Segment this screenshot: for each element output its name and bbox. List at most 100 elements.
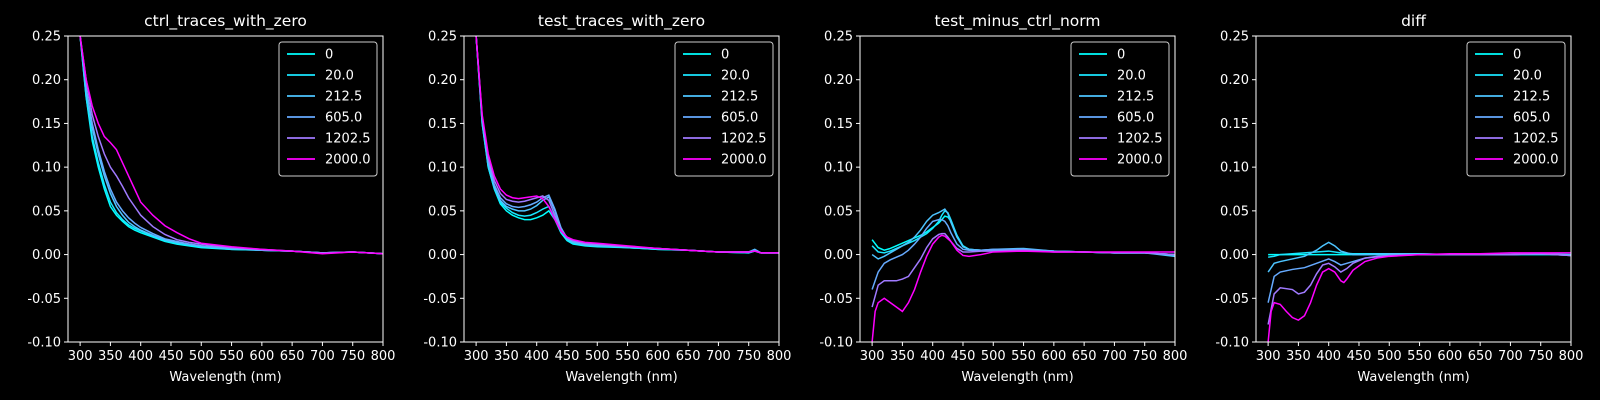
series-line-605.0 (871, 218, 1175, 290)
x-axis-label: Wavelength (nm) (1357, 370, 1469, 385)
x-tick-label: 750 (736, 349, 761, 364)
x-tick-label: 550 (1011, 349, 1036, 364)
legend-label-605.0: 605.0 (1513, 111, 1550, 126)
y-tick-label: -0.05 (423, 292, 457, 307)
y-tick-label: 0.05 (824, 204, 853, 219)
x-tick-label: 650 (676, 349, 701, 364)
y-tick-label: 0.00 (428, 248, 457, 263)
x-tick-label: 750 (1132, 349, 1157, 364)
legend-label-20.0: 20.0 (325, 69, 354, 84)
x-axis-label: Wavelength (nm) (961, 370, 1073, 385)
legend-label-1202.5: 1202.5 (325, 132, 371, 147)
legend-label-0: 0 (325, 48, 333, 63)
x-tick-label: 600 (1437, 349, 1462, 364)
legend-label-605.0: 605.0 (325, 111, 362, 126)
x-tick-label: 400 (920, 349, 945, 364)
legend: 0 20.0 212.5 605.0 1202.5 2000.0 (674, 41, 774, 177)
y-tick-label: 0.00 (1220, 248, 1249, 263)
x-tick-label: 800 (371, 349, 396, 364)
chart-panel-1: 300 350 400 450 500 550 600 650 700 750 800 -0.10 -0… (27, 12, 395, 385)
series-line-2000.0 (475, 36, 779, 254)
y-tick-label: 0.25 (1220, 30, 1249, 45)
axes-frame (67, 35, 384, 343)
y-tick-label: 0.00 (32, 248, 61, 263)
chart-title: test_traces_with_zero (538, 12, 705, 31)
x-tick-label: 600 (1041, 349, 1066, 364)
x-tick-label: 500 (189, 349, 214, 364)
x-tick-label: 450 (555, 349, 580, 364)
series-line-2000.0 (79, 36, 383, 255)
x-tick-label: 400 (1316, 349, 1341, 364)
legend-label-20.0: 20.0 (1513, 69, 1542, 84)
x-tick-label: 450 (159, 349, 184, 364)
legend: 0 20.0 212.5 605.0 1202.5 2000.0 (278, 41, 378, 177)
y-tick-label: 0.20 (32, 73, 61, 88)
y-tick-label: 0.15 (32, 117, 61, 132)
y-tick-label: -0.05 (27, 292, 61, 307)
y-tick-label: 0.20 (824, 73, 853, 88)
series-line-2000.0 (1267, 252, 1571, 342)
x-tick-label: 450 (1347, 349, 1372, 364)
chart-title: diff (1401, 12, 1426, 30)
legend-label-605.0: 605.0 (1117, 111, 1154, 126)
x-tick-label: 500 (1377, 349, 1402, 364)
y-tick-label: -0.10 (1215, 336, 1249, 351)
chart-panel-2: 300 350 400 450 500 550 600 650 700 750 800 -0.10 -0… (423, 12, 791, 385)
x-tick-label: 600 (645, 349, 670, 364)
legend-label-0: 0 (1117, 48, 1125, 63)
x-tick-label: 350 (98, 349, 123, 364)
y-tick-label: 0.15 (1220, 117, 1249, 132)
legend-label-0: 0 (1513, 48, 1521, 63)
x-axis-label: Wavelength (nm) (565, 370, 677, 385)
legend-label-2000.0: 2000.0 (1117, 153, 1163, 168)
y-tick-label: 0.25 (428, 30, 457, 45)
x-tick-label: 550 (615, 349, 640, 364)
legend-label-2000.0: 2000.0 (1513, 153, 1559, 168)
legend-label-1202.5: 1202.5 (1117, 132, 1163, 147)
y-tick-label: -0.05 (1215, 292, 1249, 307)
series-line-2000.0 (871, 234, 1175, 342)
y-tick-label: 0.10 (428, 161, 457, 176)
x-tick-label: 450 (951, 349, 976, 364)
x-tick-label: 650 (1072, 349, 1097, 364)
x-tick-label: 650 (1468, 349, 1493, 364)
x-tick-label: 500 (585, 349, 610, 364)
x-tick-label: 750 (1528, 349, 1553, 364)
x-tick-label: 350 (494, 349, 519, 364)
legend-label-605.0: 605.0 (721, 111, 758, 126)
chart-panel-4: 300 350 400 450 500 550 600 650 700 750 800 -0.10 -0… (1215, 12, 1583, 385)
legend-label-2000.0: 2000.0 (325, 153, 371, 168)
y-tick-label: -0.05 (819, 292, 853, 307)
x-tick-label: 800 (1163, 349, 1188, 364)
legend-label-1202.5: 1202.5 (1513, 132, 1559, 147)
y-tick-label: 0.00 (824, 248, 853, 263)
legend-label-212.5: 212.5 (1513, 90, 1550, 105)
x-axis-label: Wavelength (nm) (169, 370, 281, 385)
x-tick-label: 650 (280, 349, 305, 364)
x-tick-label: 700 (706, 349, 731, 364)
legend-label-212.5: 212.5 (721, 90, 758, 105)
y-tick-label: -0.10 (819, 336, 853, 351)
x-tick-label: 700 (1498, 349, 1523, 364)
x-tick-label: 300 (1256, 349, 1281, 364)
chart-title: test_minus_ctrl_norm (935, 12, 1101, 31)
y-tick-label: 0.20 (428, 73, 457, 88)
x-tick-label: 700 (1102, 349, 1127, 364)
legend-label-2000.0: 2000.0 (721, 153, 767, 168)
axes-frame (859, 35, 1176, 343)
y-tick-label: 0.10 (824, 161, 853, 176)
x-tick-label: 300 (464, 349, 489, 364)
y-tick-label: 0.05 (1220, 204, 1249, 219)
y-tick-label: -0.10 (423, 336, 457, 351)
legend: 0 20.0 212.5 605.0 1202.5 2000.0 (1466, 41, 1566, 177)
y-tick-label: -0.10 (27, 336, 61, 351)
y-tick-label: 0.25 (32, 30, 61, 45)
x-tick-label: 400 (524, 349, 549, 364)
x-tick-label: 800 (1559, 349, 1584, 364)
y-tick-label: 0.10 (32, 161, 61, 176)
legend-label-20.0: 20.0 (721, 69, 750, 84)
axes-frame (1255, 35, 1572, 343)
axes-frame (463, 35, 780, 343)
